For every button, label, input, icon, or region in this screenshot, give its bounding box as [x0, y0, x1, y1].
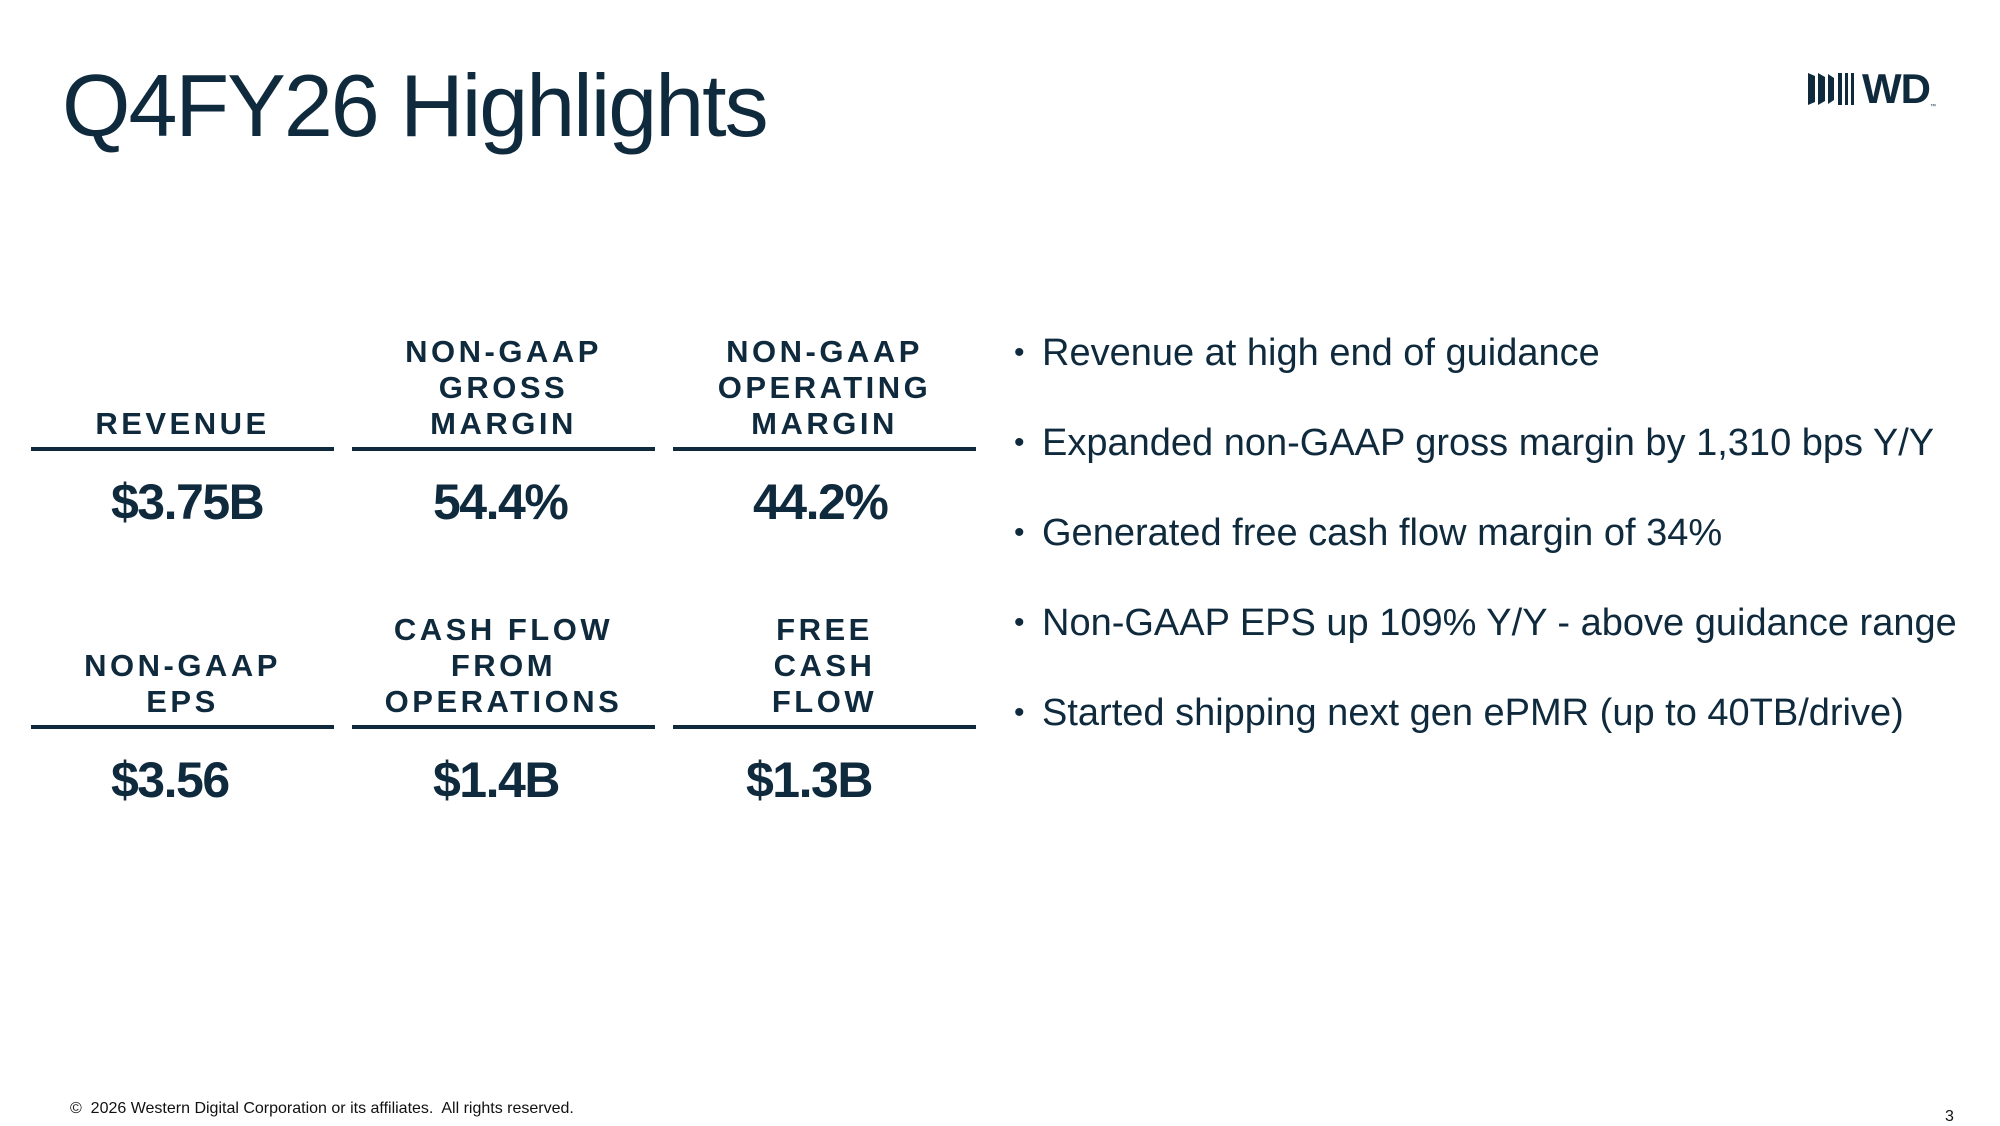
metric-value-eps: $3.56 — [111, 752, 230, 808]
bullet-text: Non-GAAP EPS up 109% Y/Y - above guidanc… — [1042, 602, 1957, 644]
metric-rule-revenue — [31, 447, 334, 451]
metric-label-gross-margin: NON-GAAP GROSS MARGIN — [405, 334, 602, 441]
wd-logo: WD ™ — [1808, 68, 1936, 110]
metric-label-operating-margin: NON-GAAP OPERATING MARGIN — [717, 334, 932, 441]
metric-value-gross-margin: 54.4% — [433, 474, 569, 530]
metric-value-free-cash-flow: $1.3B — [746, 752, 873, 808]
bullet-dot-icon: • — [1014, 426, 1025, 459]
wd-logo-text: WD — [1862, 65, 1931, 112]
bullet-item: • Non-GAAP EPS up 109% Y/Y - above guidan… — [1012, 598, 1957, 688]
metric-label-eps: NON-GAAP EPS — [84, 648, 281, 719]
highlights-bullet-list: • Revenue at high end of guidance • Expand… — [1012, 328, 1957, 778]
metric-label-free-cash-flow: FREE CASH FLOW — [771, 612, 878, 719]
metric-rule-eps — [31, 725, 334, 729]
bullet-dot-icon: • — [1014, 606, 1025, 639]
bullet-item: • Revenue at high end of guidance — [1012, 328, 1957, 418]
bullet-item: • Expanded non-GAAP gross margin by 1,310… — [1012, 418, 1957, 508]
metric-value-operating-margin: 44.2% — [753, 474, 889, 530]
bullet-item: • Generated free cash flow margin of 34% — [1012, 508, 1957, 598]
metric-label-cash-flow-operations: CASH FLOW FROM OPERATIONS — [384, 612, 623, 719]
footer-copyright: © 2026 Western Digital Corporation or it… — [70, 1100, 574, 1117]
bullet-dot-icon: • — [1014, 336, 1025, 369]
bullet-dot-icon: • — [1014, 696, 1025, 729]
bullet-text: Expanded non-GAAP gross margin by 1,310 … — [1042, 422, 1935, 464]
metric-rule-gross-margin — [352, 447, 655, 451]
metric-rule-cash-flow-operations — [352, 725, 655, 729]
bullet-text: Revenue at high end of guidance — [1042, 332, 1600, 374]
metric-value-cash-flow-operations: $1.4B — [433, 752, 560, 808]
bullet-text: Generated free cash flow margin of 34% — [1042, 512, 1723, 554]
bullet-item: • Started shipping next gen ePMR (up to 4… — [1012, 688, 1957, 778]
metric-label-revenue: REVENUE — [95, 406, 270, 441]
metric-rule-operating-margin — [673, 447, 976, 451]
wd-logo-mark-icon — [1808, 73, 1854, 105]
page-number: 3 — [1945, 1108, 1954, 1125]
metric-rule-free-cash-flow — [673, 725, 976, 729]
bullet-text: Started shipping next gen ePMR (up to 40… — [1042, 692, 1904, 734]
wd-logo-trademark: ™ — [1929, 104, 1936, 110]
bullet-dot-icon: • — [1014, 516, 1025, 549]
metric-value-revenue: $3.75B — [111, 474, 265, 530]
slide-title: Q4FY26 Highlights — [62, 56, 769, 155]
